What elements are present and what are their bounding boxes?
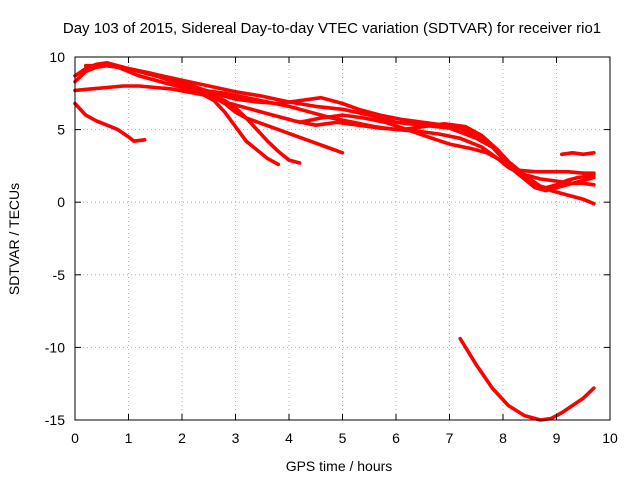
y-tick-label: -10 [45, 339, 65, 355]
x-tick-label: 4 [285, 430, 293, 446]
series-line-s6 [126, 66, 596, 193]
x-tick-label: 2 [178, 430, 186, 446]
chart-title: Day 103 of 2015, Sidereal Day-to-day VTE… [63, 20, 601, 37]
series-group [73, 60, 596, 422]
x-tick-label: 1 [125, 430, 133, 446]
series-line-s1 [73, 101, 147, 143]
x-tick-label: 0 [71, 430, 79, 446]
axis-ticks: 0 1 2 3 4 5 6 7 8 9 10 -15 -10 -5 0 5 10 [45, 49, 618, 446]
y-tick-label: 10 [49, 49, 65, 65]
series-line-s10 [559, 151, 596, 157]
x-tick-label: 7 [446, 430, 454, 446]
grid [75, 57, 610, 420]
x-axis-label: GPS time / hours [286, 458, 393, 474]
x-tick-label: 9 [553, 430, 561, 446]
x-tick-label: 10 [602, 430, 618, 446]
x-tick-label: 3 [232, 430, 240, 446]
y-tick-label: -15 [45, 412, 65, 428]
x-tick-label: 5 [339, 430, 347, 446]
series-line-s11 [458, 336, 596, 422]
x-tick-label: 8 [499, 430, 507, 446]
series-line-s7 [201, 88, 596, 187]
series-line-s8 [228, 101, 596, 206]
y-tick-label: 0 [57, 194, 65, 210]
x-tick-label: 6 [392, 430, 400, 446]
y-tick-label: -5 [53, 267, 66, 283]
y-axis-label: SDTVAR / TECUs [6, 183, 22, 295]
y-tick-label: 5 [57, 122, 65, 138]
series-line-s9 [297, 113, 596, 175]
series-line-s2 [73, 84, 345, 155]
